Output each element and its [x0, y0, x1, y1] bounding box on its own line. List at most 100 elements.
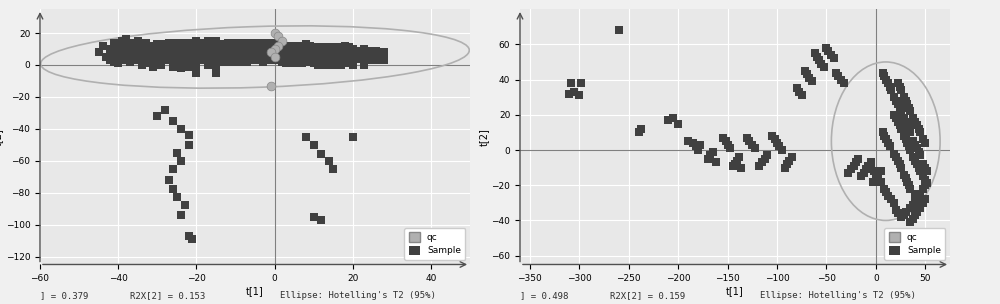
- Point: [888, 207, 904, 212]
- Point: [791, 89, 807, 94]
- Point: [165, 187, 181, 192]
- Point: [165, 40, 181, 45]
- Point: [114, 58, 130, 63]
- Point: [321, 53, 337, 58]
- Point: [212, 42, 228, 47]
- Point: [848, 160, 864, 165]
- Point: [239, 43, 255, 48]
- Y-axis label: t[2]: t[2]: [479, 128, 488, 146]
- Point: [896, 116, 912, 121]
- Point: [200, 55, 216, 60]
- Point: [216, 43, 232, 48]
- Point: [149, 42, 165, 47]
- Point: [843, 167, 859, 172]
- Point: [890, 102, 906, 107]
- Point: [188, 47, 204, 51]
- Point: [809, 54, 825, 59]
- Point: [898, 119, 914, 124]
- Point: [896, 213, 912, 218]
- Point: [110, 43, 126, 48]
- Point: [754, 160, 770, 165]
- Point: [368, 56, 384, 61]
- Point: [329, 61, 345, 66]
- Point: [306, 61, 322, 66]
- Point: [898, 137, 914, 142]
- Point: [263, 50, 279, 55]
- Point: [110, 61, 126, 66]
- Text: ] = 0.379: ] = 0.379: [40, 291, 88, 300]
- Point: [251, 56, 267, 61]
- Point: [901, 183, 917, 188]
- Point: [828, 70, 844, 75]
- Point: [278, 53, 294, 58]
- Point: [863, 165, 879, 170]
- Point: [880, 193, 896, 198]
- Point: [360, 56, 376, 61]
- Point: [286, 45, 302, 50]
- Point: [846, 164, 862, 168]
- Point: [892, 105, 908, 110]
- Point: [899, 123, 915, 128]
- Point: [747, 146, 763, 151]
- Point: [321, 61, 337, 66]
- Point: [173, 126, 189, 131]
- Point: [797, 68, 813, 73]
- Point: [905, 139, 921, 143]
- Point: [317, 63, 333, 67]
- Point: [153, 53, 169, 58]
- Point: [901, 144, 917, 149]
- Point: [799, 72, 815, 77]
- Point: [571, 93, 587, 98]
- Point: [757, 156, 773, 161]
- Point: [890, 119, 906, 124]
- Point: [741, 139, 757, 143]
- Point: [329, 53, 345, 58]
- Point: [907, 142, 923, 147]
- Point: [212, 50, 228, 55]
- Point: [102, 58, 118, 63]
- Point: [134, 45, 150, 50]
- Point: [692, 142, 708, 147]
- Point: [204, 58, 220, 63]
- Point: [274, 39, 290, 43]
- Point: [690, 147, 706, 152]
- Point: [751, 164, 767, 168]
- Point: [302, 43, 318, 48]
- Point: [901, 126, 917, 131]
- Point: [227, 56, 243, 61]
- Point: [830, 74, 846, 78]
- Point: [161, 40, 177, 45]
- Point: [138, 59, 154, 64]
- Point: [893, 109, 909, 114]
- Point: [192, 50, 208, 55]
- Point: [204, 42, 220, 47]
- Point: [899, 102, 915, 107]
- Point: [243, 48, 259, 53]
- Point: [106, 40, 122, 45]
- Point: [235, 56, 251, 61]
- Point: [161, 48, 177, 53]
- Point: [865, 179, 881, 184]
- Point: [880, 140, 896, 145]
- Point: [915, 186, 931, 191]
- Point: [259, 48, 275, 53]
- Point: [794, 93, 810, 98]
- Point: [247, 58, 263, 63]
- Point: [224, 59, 240, 64]
- Point: [134, 63, 150, 67]
- Point: [227, 40, 243, 45]
- Point: [705, 149, 721, 154]
- Point: [263, 58, 279, 63]
- Point: [321, 45, 337, 50]
- Point: [274, 51, 290, 56]
- Point: [208, 55, 224, 60]
- Point: [902, 220, 918, 225]
- Point: [153, 63, 169, 67]
- Point: [141, 61, 157, 66]
- Point: [341, 53, 357, 58]
- Point: [372, 50, 388, 55]
- Point: [917, 183, 933, 188]
- Point: [360, 48, 376, 53]
- Point: [173, 212, 189, 217]
- Point: [145, 47, 161, 51]
